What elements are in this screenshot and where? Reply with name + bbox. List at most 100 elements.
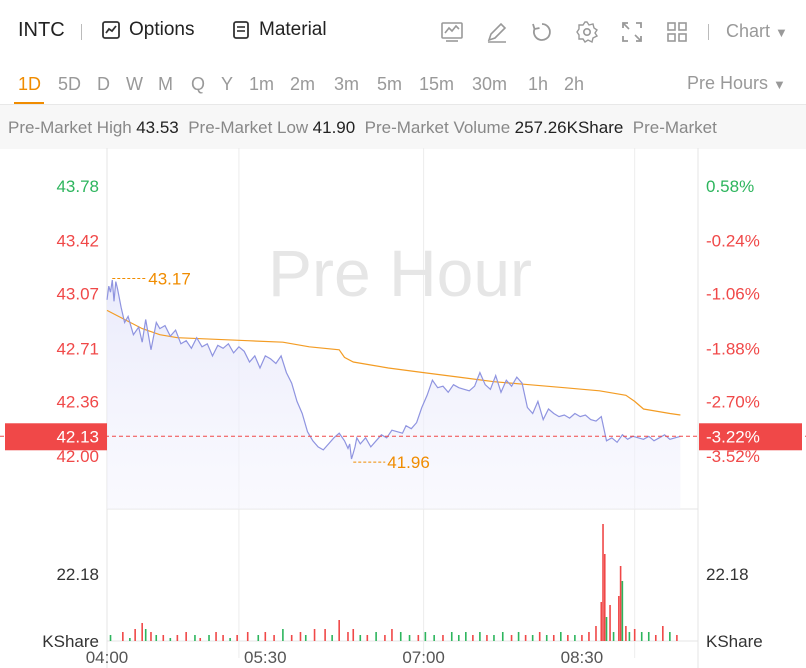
period-tab-y[interactable]: Y: [221, 74, 234, 94]
period-tab-w[interactable]: W: [126, 74, 143, 94]
volume-bar: [176, 635, 179, 641]
volume-bar: [510, 635, 513, 641]
volume-bar: [134, 629, 136, 641]
period-tab-1d[interactable]: 1D: [18, 74, 42, 94]
period-tab-q[interactable]: Q: [191, 74, 206, 94]
period-tab-30m[interactable]: 30m: [472, 74, 508, 94]
low-marker-label: 41.96: [387, 453, 430, 472]
volume-bar: [222, 635, 224, 641]
reset-icon[interactable]: [530, 20, 554, 44]
period-tab-5d[interactable]: 5D: [58, 74, 82, 94]
volume-tick-label-right: 22.18: [706, 565, 749, 584]
volume-bar: [391, 629, 393, 641]
volume-bar: [619, 566, 622, 641]
average-price-line: [106, 309, 681, 416]
volume-bar: [524, 635, 527, 641]
material-button[interactable]: Material: [231, 19, 327, 41]
y-right-tick-label: -3.52%: [706, 447, 760, 466]
volume-bar: [257, 635, 260, 641]
indicator-icon[interactable]: [440, 20, 464, 44]
volume-bar: [618, 596, 620, 641]
volume-bar: [450, 632, 453, 641]
volume-bar: [501, 632, 504, 641]
volume-bar: [144, 629, 147, 641]
volume-bar: [603, 554, 606, 641]
options-icon: [102, 21, 120, 39]
fullscreen-icon[interactable]: [620, 20, 644, 44]
period-tab-2h[interactable]: 2h: [564, 74, 585, 94]
price-area: [107, 280, 681, 509]
chart-type-dropdown[interactable]: Chart ▼: [726, 21, 788, 42]
caret-down-icon: ▼: [773, 77, 786, 92]
volume-bar: [331, 635, 333, 641]
volume-bar: [567, 635, 569, 641]
volume-bar: [588, 632, 590, 641]
price-line: [106, 279, 681, 460]
material-icon: [233, 21, 249, 39]
volume-bar: [162, 635, 165, 641]
toolbar-divider: [708, 24, 709, 40]
options-button[interactable]: Options: [101, 19, 194, 41]
y-tick-label: 42.00: [56, 447, 99, 466]
more-stat-label: Pre-Market: [632, 118, 717, 137]
volume-bar: [208, 635, 210, 641]
volume-bar: [408, 635, 411, 641]
volume-bar: [479, 632, 481, 641]
volume-bar: [640, 632, 643, 641]
volume-bar: [169, 638, 172, 641]
period-tab-1m[interactable]: 1m: [249, 74, 275, 94]
volume-bar: [122, 632, 124, 641]
period-tab-2m[interactable]: 2m: [290, 74, 316, 94]
volume-bar: [290, 635, 293, 641]
period-tab-m[interactable]: M: [158, 74, 173, 94]
volume-bar: [304, 635, 307, 641]
layout-icon[interactable]: [665, 20, 689, 44]
options-label: Options: [129, 19, 195, 40]
y-right-tick-label: -1.88%: [706, 339, 760, 358]
high-marker-label: 43.17: [148, 270, 191, 289]
ticker-symbol[interactable]: INTC: [18, 19, 65, 41]
volume-bar: [417, 635, 420, 641]
volume-bar: [236, 635, 238, 641]
settings-icon[interactable]: [575, 20, 599, 44]
volume-bar: [517, 632, 520, 641]
period-tab-d[interactable]: D: [97, 74, 110, 94]
volume-bar: [150, 632, 152, 641]
material-label: Material: [259, 19, 327, 40]
y-tick-label: 43.78: [56, 177, 99, 196]
y-right-tick-label: -1.06%: [706, 285, 760, 304]
volume-label: Pre-Market Volume: [364, 118, 511, 137]
period-tab-5m[interactable]: 5m: [377, 74, 403, 94]
current-price-badge: [5, 423, 107, 451]
high-label: Pre-Market High: [8, 118, 132, 137]
volume-unit-label-right: KShare: [706, 632, 763, 651]
volume-bar: [669, 632, 671, 641]
volume-bar: [493, 635, 495, 641]
x-tick-label: 04:00: [86, 648, 129, 667]
volume-bar: [109, 635, 112, 641]
volume-bar: [282, 629, 284, 641]
volume-bar: [141, 623, 143, 641]
volume-bar: [581, 635, 583, 641]
volume-bar: [424, 632, 427, 641]
period-tab-3m[interactable]: 3m: [334, 74, 360, 94]
session-dropdown[interactable]: Pre Hours ▼: [687, 73, 786, 94]
volume-bar: [628, 632, 631, 641]
volume-bar: [375, 632, 377, 641]
x-tick-label: 07:00: [402, 648, 445, 667]
volume-bar: [647, 632, 650, 641]
volume-bar: [194, 635, 196, 641]
price-chart[interactable]: Pre Hour 43.17 41.96 43.78 0.58% 43.42 -0.24…: [0, 148, 806, 668]
y-tick-label: 43.42: [56, 232, 99, 251]
volume-bar: [264, 632, 267, 641]
volume-bar: [600, 602, 603, 641]
volume-value: 257.26KShare: [514, 118, 624, 137]
volume-bar: [472, 635, 474, 641]
x-tick-label: 08:30: [561, 648, 604, 667]
draw-icon[interactable]: [485, 20, 509, 44]
volume-bar: [366, 635, 369, 641]
period-tab-1h[interactable]: 1h: [528, 74, 549, 94]
period-tab-15m[interactable]: 15m: [419, 74, 455, 94]
session-label: Pre Hours: [687, 73, 769, 93]
volume-bar: [538, 632, 541, 641]
